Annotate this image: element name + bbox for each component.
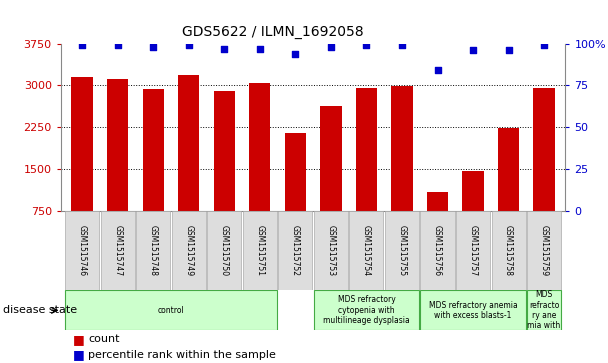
Text: count: count [88, 334, 120, 344]
Point [433, 68, 443, 73]
Bar [527, 290, 561, 330]
Text: GSM1515755: GSM1515755 [398, 225, 407, 276]
Text: ■: ■ [73, 333, 85, 346]
Text: GSM1515759: GSM1515759 [540, 225, 548, 276]
Point [503, 47, 513, 53]
Point [539, 42, 549, 48]
Point [77, 42, 87, 48]
Text: GSM1515757: GSM1515757 [469, 225, 477, 276]
Bar [421, 290, 526, 330]
Point [255, 46, 264, 52]
Point [362, 42, 371, 48]
Text: GSM1515748: GSM1515748 [149, 225, 157, 276]
Bar [456, 211, 490, 290]
Bar [314, 290, 419, 330]
Text: GSM1515750: GSM1515750 [219, 225, 229, 276]
Text: GDS5622 / ILMN_1692058: GDS5622 / ILMN_1692058 [182, 25, 364, 40]
Bar [100, 211, 135, 290]
Text: GSM1515758: GSM1515758 [504, 225, 513, 276]
Bar [392, 86, 413, 211]
Text: ■: ■ [73, 348, 85, 362]
Bar [65, 211, 99, 290]
Text: percentile rank within the sample: percentile rank within the sample [88, 350, 276, 360]
Bar [278, 211, 313, 290]
Bar [527, 211, 561, 290]
Point [148, 44, 158, 50]
Bar [498, 128, 519, 211]
Text: GSM1515747: GSM1515747 [113, 225, 122, 276]
Bar [178, 75, 199, 211]
Bar [314, 211, 348, 290]
Bar [207, 211, 241, 290]
Text: GSM1515749: GSM1515749 [184, 225, 193, 276]
Bar [356, 87, 377, 211]
Text: disease state: disease state [3, 305, 77, 315]
Text: GSM1515753: GSM1515753 [326, 225, 336, 276]
Text: MDS refractory anemia
with excess blasts-1: MDS refractory anemia with excess blasts… [429, 301, 517, 320]
Point [219, 46, 229, 52]
Point [184, 42, 193, 48]
Text: GSM1515751: GSM1515751 [255, 225, 264, 276]
Bar [65, 290, 277, 330]
Text: MDS
refracto
ry ane
mia with: MDS refracto ry ane mia with [528, 290, 561, 330]
Bar [533, 87, 554, 211]
Text: MDS refractory
cytopenia with
multilineage dysplasia: MDS refractory cytopenia with multilinea… [323, 295, 410, 325]
Bar [171, 211, 206, 290]
Bar [243, 211, 277, 290]
Bar [385, 211, 419, 290]
Bar [462, 171, 484, 211]
Bar [285, 133, 306, 211]
Bar [213, 91, 235, 211]
Point [468, 47, 478, 53]
Point [291, 51, 300, 57]
Bar [136, 211, 170, 290]
Bar [142, 89, 164, 211]
Bar [421, 211, 455, 290]
Bar [249, 83, 271, 211]
Text: GSM1515754: GSM1515754 [362, 225, 371, 276]
Point [113, 42, 123, 48]
Bar [427, 192, 448, 211]
Bar [320, 106, 342, 211]
Bar [491, 211, 526, 290]
Point [326, 44, 336, 50]
Text: GSM1515756: GSM1515756 [433, 225, 442, 276]
Text: GSM1515746: GSM1515746 [78, 225, 86, 276]
Text: control: control [157, 306, 184, 315]
Point [397, 42, 407, 48]
Bar [350, 211, 384, 290]
Bar [72, 77, 93, 211]
Text: GSM1515752: GSM1515752 [291, 225, 300, 276]
Bar [107, 79, 128, 211]
